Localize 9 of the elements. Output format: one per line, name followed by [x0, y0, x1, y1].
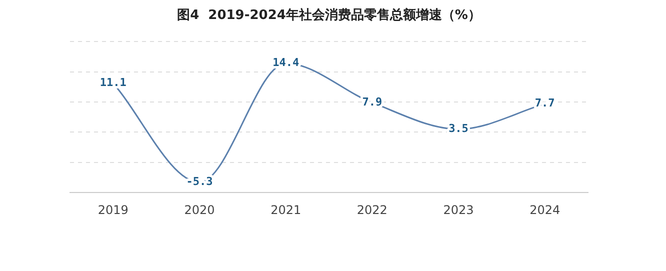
x-tick-label: 2021	[270, 202, 302, 217]
x-tick-label: 2023	[443, 202, 474, 217]
x-tick-label: 2019	[98, 202, 128, 217]
data-label: 7.7	[534, 96, 555, 110]
data-label: 11.1	[100, 76, 127, 90]
chart-title: 图4 2019-2024年社会消费品零售总额增速（%）	[177, 7, 481, 24]
x-tick-label: 2020	[184, 202, 215, 217]
x-tick-label: 2024	[530, 202, 560, 217]
x-tick-label: 2022	[356, 202, 388, 217]
